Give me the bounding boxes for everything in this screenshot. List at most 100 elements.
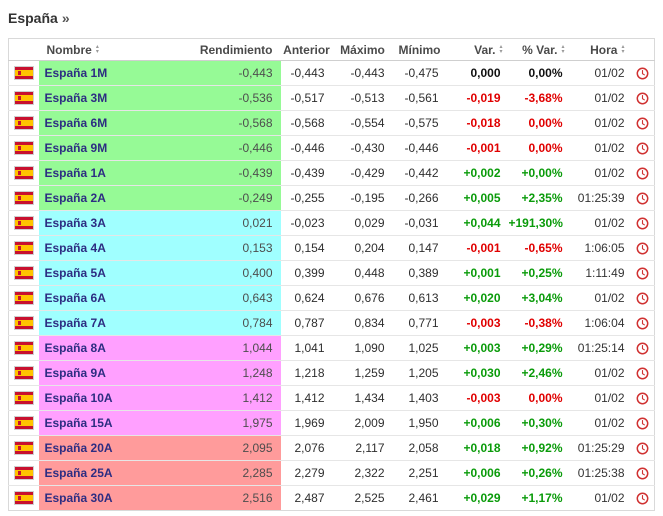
flag-cell bbox=[8, 435, 39, 461]
pct-var-cell: 0,00% bbox=[508, 135, 571, 161]
sort-icon[interactable]: ▴ ▾ bbox=[621, 44, 625, 56]
table-row: España 10A 1,412 1,412 1,434 1,403 -0,003 0,00… bbox=[8, 385, 655, 411]
hora-cell: 01/02 bbox=[570, 360, 631, 386]
instrument-link[interactable]: España 9M bbox=[44, 141, 108, 155]
header-rendimiento: Rendimiento bbox=[154, 38, 281, 61]
flag-cell bbox=[8, 185, 39, 211]
rendimiento-cell: -0,568 bbox=[154, 110, 281, 136]
sort-icon[interactable]: ▴ ▾ bbox=[499, 44, 503, 56]
instrument-link[interactable]: España 20A bbox=[44, 441, 113, 455]
clock-icon[interactable] bbox=[636, 291, 649, 305]
spain-flag-icon bbox=[13, 141, 34, 156]
sort-icon[interactable]: ▴ ▾ bbox=[95, 44, 99, 56]
flag-cell bbox=[8, 310, 39, 336]
anterior-cell: 2,279 bbox=[280, 460, 333, 486]
header-label: Hora bbox=[590, 42, 618, 57]
clock-icon[interactable] bbox=[636, 366, 649, 380]
bonds-table: Nombre ▴ ▾ Rendimiento Anterior Máximo Mínimo V… bbox=[8, 38, 655, 511]
instrument-link[interactable]: España 10A bbox=[44, 391, 113, 405]
instrument-link[interactable]: España 30A bbox=[44, 491, 113, 505]
rendimiento-cell: 2,095 bbox=[154, 435, 281, 461]
maximo-cell: -0,443 bbox=[332, 60, 393, 86]
clock-icon[interactable] bbox=[636, 341, 649, 355]
hora-cell: 01/02 bbox=[570, 410, 631, 436]
clock-icon[interactable] bbox=[636, 166, 649, 180]
rendimiento-cell: 1,412 bbox=[154, 385, 281, 411]
header-nombre[interactable]: Nombre ▴ ▾ bbox=[38, 38, 155, 61]
instrument-link[interactable]: España 5A bbox=[44, 266, 106, 280]
spain-flag-icon bbox=[13, 266, 34, 281]
minimo-cell: -0,475 bbox=[392, 60, 447, 86]
header-var[interactable]: % Var. ▴ ▾ bbox=[508, 38, 571, 61]
clock-icon[interactable] bbox=[636, 66, 649, 80]
anterior-cell: 1,969 bbox=[280, 410, 333, 436]
var-cell: +0,001 bbox=[446, 260, 509, 286]
instrument-link[interactable]: España 1M bbox=[44, 66, 108, 80]
instrument-link[interactable]: España 2A bbox=[44, 191, 106, 205]
clock-icon[interactable] bbox=[636, 91, 649, 105]
instrument-link[interactable]: España 7A bbox=[44, 316, 106, 330]
table-row: España 30A 2,516 2,487 2,525 2,461 +0,029 +1,1… bbox=[9, 485, 655, 511]
clock-icon[interactable] bbox=[636, 441, 649, 455]
instrument-link[interactable]: España 8A bbox=[44, 341, 106, 355]
minimo-cell: -0,031 bbox=[392, 210, 447, 236]
maximo-cell: -0,429 bbox=[332, 160, 393, 186]
clock-cell bbox=[630, 210, 655, 236]
maximo-cell: 0,029 bbox=[332, 210, 393, 236]
header-label: Var. bbox=[474, 42, 496, 57]
instrument-link[interactable]: España 1A bbox=[44, 166, 106, 180]
instrument-link[interactable]: España 6M bbox=[44, 116, 108, 130]
hora-cell: 01/02 bbox=[570, 385, 631, 411]
clock-cell bbox=[630, 285, 655, 311]
clock-icon[interactable] bbox=[636, 466, 649, 480]
clock-icon[interactable] bbox=[636, 316, 649, 330]
anterior-cell: 1,041 bbox=[280, 335, 333, 361]
hora-cell: 1:06:04 bbox=[570, 310, 631, 336]
header-hora[interactable]: Hora ▴ ▾ bbox=[570, 38, 631, 61]
clock-icon[interactable] bbox=[636, 266, 649, 280]
pct-var-cell: +0,92% bbox=[508, 435, 571, 461]
clock-cell bbox=[630, 60, 655, 86]
clock-icon[interactable] bbox=[636, 241, 649, 255]
instrument-link[interactable]: España 4A bbox=[44, 241, 106, 255]
instrument-link[interactable]: España 6A bbox=[44, 291, 106, 305]
pct-var-cell: -3,68% bbox=[508, 85, 571, 111]
clock-icon[interactable] bbox=[636, 191, 649, 205]
clock-icon[interactable] bbox=[636, 491, 649, 505]
section-title-link[interactable]: España» bbox=[8, 10, 70, 26]
flag-cell bbox=[8, 160, 39, 186]
clock-icon[interactable] bbox=[636, 141, 649, 155]
rendimiento-cell: -0,249 bbox=[154, 185, 281, 211]
spain-flag-icon bbox=[13, 316, 34, 331]
rendimiento-cell: -0,443 bbox=[154, 60, 281, 86]
clock-icon[interactable] bbox=[636, 391, 649, 405]
sort-icon[interactable]: ▴ ▾ bbox=[561, 44, 565, 56]
clock-cell bbox=[630, 410, 655, 436]
instrument-link[interactable]: España 15A bbox=[44, 416, 113, 430]
instrument-link[interactable]: España 3M bbox=[44, 91, 108, 105]
clock-icon[interactable] bbox=[636, 416, 649, 430]
pct-var-cell: +191,30% bbox=[508, 210, 571, 236]
flag-cell bbox=[8, 360, 39, 386]
instrument-name-cell: España 8A bbox=[38, 335, 155, 361]
flag-cell bbox=[8, 260, 39, 286]
minimo-cell: -0,446 bbox=[392, 135, 447, 161]
instrument-link[interactable]: España 25A bbox=[44, 466, 113, 480]
clock-icon[interactable] bbox=[636, 216, 649, 230]
hora-cell: 01:25:29 bbox=[570, 435, 631, 461]
pct-var-cell: +1,17% bbox=[521, 491, 563, 505]
var-cell: +0,029 bbox=[463, 491, 501, 505]
rendimiento-cell: 0,400 bbox=[154, 260, 281, 286]
header-label: % Var. bbox=[522, 42, 558, 57]
pct-var-cell: 0,00% bbox=[508, 385, 571, 411]
maximo-cell: 2,525 bbox=[354, 491, 385, 505]
anterior-cell: 2,076 bbox=[280, 435, 333, 461]
flag-cell bbox=[8, 385, 39, 411]
instrument-name-cell: España 30A bbox=[38, 485, 155, 511]
instrument-link[interactable]: España 3A bbox=[44, 216, 106, 230]
instrument-link[interactable]: España 9A bbox=[44, 366, 106, 380]
section-title: España bbox=[8, 10, 58, 26]
clock-icon[interactable] bbox=[636, 116, 649, 130]
header-label: Mínimo bbox=[398, 42, 441, 57]
header-var[interactable]: Var. ▴ ▾ bbox=[446, 38, 509, 61]
